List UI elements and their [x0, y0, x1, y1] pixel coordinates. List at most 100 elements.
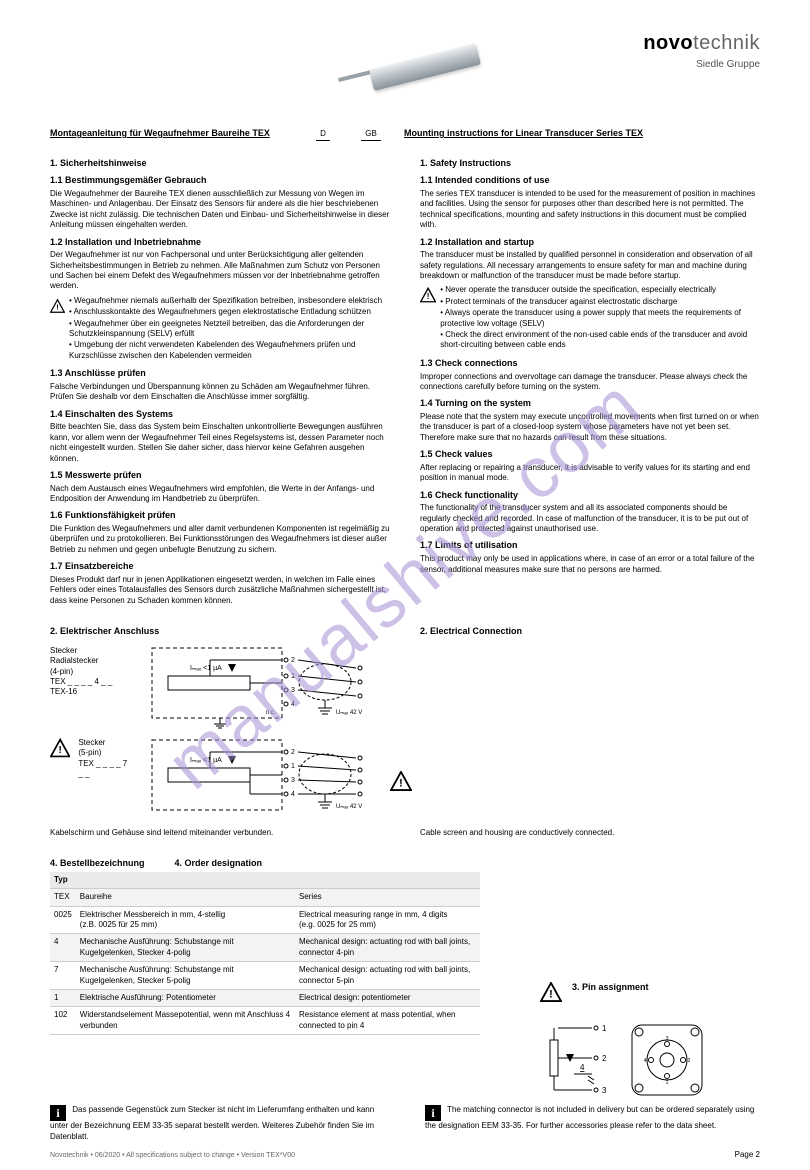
svg-text:!: !: [549, 988, 553, 1000]
warning-icon: !: [540, 982, 562, 1002]
col-de: 1. Sicherheitshinweise 1.1 Bestimmungsge…: [50, 152, 390, 610]
en-title: Mounting instructions for Linear Transdu…: [404, 128, 760, 140]
en-p2: The transducer must be installed by qual…: [420, 250, 760, 281]
td: 4: [50, 934, 76, 962]
table-row: 7Mechanische Ausführung: Schubstange mit…: [50, 962, 480, 990]
en-warn-item: Always operate the transducer using a po…: [440, 308, 760, 329]
td: Resistance element at mass potential, wh…: [295, 1007, 480, 1035]
en-s1-5: 1.5 Check values: [420, 449, 760, 461]
de-warn-item: Anschlusskontakte des Wegaufnehmers gege…: [69, 307, 390, 317]
footer-info: i Das passende Gegenstück zum Stecker is…: [50, 1105, 760, 1142]
en-p7: This product may only be used in applica…: [420, 554, 760, 575]
en-warn-item: Protect terminals of the transducer agai…: [440, 297, 760, 307]
en-warn-item: Check the direct environment of the non-…: [440, 330, 760, 351]
svg-text:1: 1: [666, 1080, 669, 1086]
svg-text:!: !: [399, 777, 403, 789]
de-s1-1: 1.1 Bestimmungsgemäßer Gebrauch: [50, 175, 390, 187]
svg-text:Iₘₐₓ <1 µA: Iₘₐₓ <1 µA: [190, 757, 222, 764]
svg-text:1: 1: [291, 763, 295, 770]
en-s1-2: 1.2 Installation and startup: [420, 237, 760, 249]
de-warn-item: Wegaufnehmer über ein geeignetes Netztei…: [69, 319, 390, 340]
pin-assignment-box: ! 3. Pin assignment 1 2 4 3: [540, 982, 760, 1100]
de-s1-3: 1.3 Anschlüsse prüfen: [50, 368, 390, 380]
de-p4: Bitte beachten Sie, dass das System beim…: [50, 422, 390, 464]
td: Baureihe: [76, 889, 295, 906]
td: Mechanical design: actuating rod with ba…: [295, 962, 480, 990]
svg-text:4: 4: [291, 701, 295, 708]
de-p3: Falsche Verbindungen und Überspannung kö…: [50, 382, 390, 403]
table-row: 4Mechanische Ausführung: Schubstange mit…: [50, 934, 480, 962]
td: Elektrischer Messbereich in mm, 4-stelli…: [76, 906, 295, 934]
svg-text:Uₘₐₓ 42 V: Uₘₐₓ 42 V: [336, 710, 362, 716]
td: 0025: [50, 906, 76, 934]
info-icon: i: [50, 1105, 66, 1121]
svg-text:2: 2: [291, 657, 295, 664]
diag1-label: Stecker Radialstecker (4-pin) TEX _ _ _ …: [50, 646, 130, 698]
de-warn-item: Umgebung der nicht verwendeten Kabelende…: [69, 340, 390, 361]
td: 7: [50, 962, 76, 990]
wiring-diagram-2: Iₘₐₓ <1 µA 2 1 3 4: [150, 738, 370, 824]
footer-de: Das passende Gegenstück zum Stecker ist …: [50, 1105, 374, 1140]
svg-text:3: 3: [602, 1086, 607, 1095]
en-warn-item: Never operate the transducer outside the…: [440, 285, 760, 295]
th: [295, 872, 480, 889]
info-icon: i: [425, 1105, 441, 1121]
en-p1: The series TEX transducer is intended to…: [420, 189, 760, 231]
svg-text:!: !: [58, 745, 61, 756]
warning-icon: !: [50, 296, 65, 316]
page-number: Page 2: [735, 1150, 760, 1160]
de-s1-2: 1.2 Installation und Inbetriebnahme: [50, 237, 390, 249]
de-s1-7: 1.7 Einsatzbereiche: [50, 561, 390, 573]
de-title: Montageanleitung für Wegaufnehmer Baurei…: [50, 128, 290, 140]
td: Electrical measuring range in mm, 4 digi…: [295, 906, 480, 934]
electrical-section: 2. Elektrischer Anschluss 2. Electrical …: [50, 620, 760, 842]
flag-en: GB: [361, 129, 381, 141]
table-row: 0025Elektrischer Messbereich in mm, 4-st…: [50, 906, 480, 934]
page-container: novotechnik Siedle Gruppe Montageanleitu…: [0, 0, 810, 1170]
connector-face-icon: 3 2 1 4: [628, 1021, 706, 1099]
de-s2: 2. Elektrischer Anschluss: [50, 626, 390, 638]
table-row: 102Widerstandselement Massepotential, we…: [50, 1007, 480, 1035]
en-s2-warn: Cable screen and housing are conductivel…: [420, 828, 760, 838]
de-warn-item: Wegaufnehmer niemals außerhalb der Spezi…: [69, 296, 390, 306]
td: Mechanische Ausführung: Schubstange mit …: [76, 962, 295, 990]
logo-bold: novo: [643, 32, 693, 54]
svg-text:4: 4: [580, 1063, 585, 1072]
flag-de: D: [316, 129, 330, 141]
de-p5: Nach dem Austausch eines Wegaufnehmers w…: [50, 484, 390, 505]
two-lang-body: 1. Sicherheitshinweise 1.1 Bestimmungsge…: [50, 152, 760, 610]
svg-text:!: !: [427, 293, 430, 302]
col-en: 1. Safety Instructions 1.1 Intended cond…: [420, 152, 760, 610]
diagram-row-1: Stecker Radialstecker (4-pin) TEX _ _ _ …: [50, 646, 760, 732]
td: TEX: [50, 889, 76, 906]
th: [76, 872, 295, 889]
de-s2-warn: Kabelschirm und Gehäuse sind leitend mit…: [50, 828, 390, 838]
svg-text:!: !: [56, 303, 59, 312]
de-s1-4: 1.4 Einschalten des Systems: [50, 409, 390, 421]
svg-text:Uₘₐₓ 42 V: Uₘₐₓ 42 V: [336, 804, 362, 810]
td: Widerstandselement Massepotential, wenn …: [76, 1007, 295, 1035]
en-s1-3: 1.3 Check connections: [420, 358, 760, 370]
svg-text:2: 2: [602, 1054, 607, 1063]
product-image: [330, 30, 500, 110]
logo-light: technik: [693, 32, 760, 54]
en-s4: 4. Order designation: [175, 858, 263, 870]
wiring-diagram-1: Iₘₐₓ <1 µA 2 1 3 4 n.c.: [150, 646, 370, 732]
svg-text:3: 3: [291, 777, 295, 784]
en-p4: Please note that the system may execute …: [420, 412, 760, 443]
table-row: 1Elektrische Ausführung: PotentiometerEl…: [50, 990, 480, 1007]
diag2-label: Stecker (5-pin) TEX _ _ _ _ 7 _ _: [78, 738, 130, 780]
intro-row: Montageanleitung für Wegaufnehmer Baurei…: [50, 128, 760, 144]
warning-icon: !: [50, 738, 70, 758]
svg-text:1: 1: [602, 1024, 607, 1033]
svg-text:1: 1: [291, 673, 295, 680]
order-table: Typ TEXBaureiheSeries 0025Elektrischer M…: [50, 872, 480, 1035]
svg-text:3: 3: [291, 687, 295, 694]
header: novotechnik Siedle Gruppe: [50, 30, 760, 110]
td: Series: [295, 889, 480, 906]
en-p3: Improper connections and overvoltage can…: [420, 372, 760, 393]
de-p2: Der Wegaufnehmer ist nur von Fachpersona…: [50, 250, 390, 292]
td: Elektrische Ausführung: Potentiometer: [76, 990, 295, 1007]
th: Typ: [50, 872, 76, 889]
de-p1: Die Wegaufnehmer der Baureihe TEX dienen…: [50, 189, 390, 231]
